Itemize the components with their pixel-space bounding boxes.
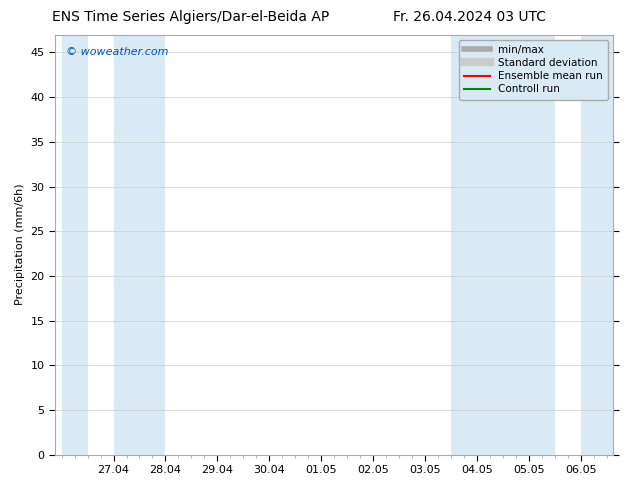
Text: Fr. 26.04.2024 03 UTC: Fr. 26.04.2024 03 UTC [392, 10, 546, 24]
Text: © woweather.com: © woweather.com [67, 47, 169, 57]
Legend: min/max, Standard deviation, Ensemble mean run, Controll run: min/max, Standard deviation, Ensemble me… [458, 40, 608, 99]
Bar [503, 35, 555, 455]
Y-axis label: Precipitation (mm/6h): Precipitation (mm/6h) [15, 184, 25, 305]
Bar [61, 35, 87, 455]
Bar [581, 35, 614, 455]
Bar [451, 35, 503, 455]
Text: ENS Time Series Algiers/Dar-el-Beida AP: ENS Time Series Algiers/Dar-el-Beida AP [51, 10, 329, 24]
Bar [113, 35, 165, 455]
